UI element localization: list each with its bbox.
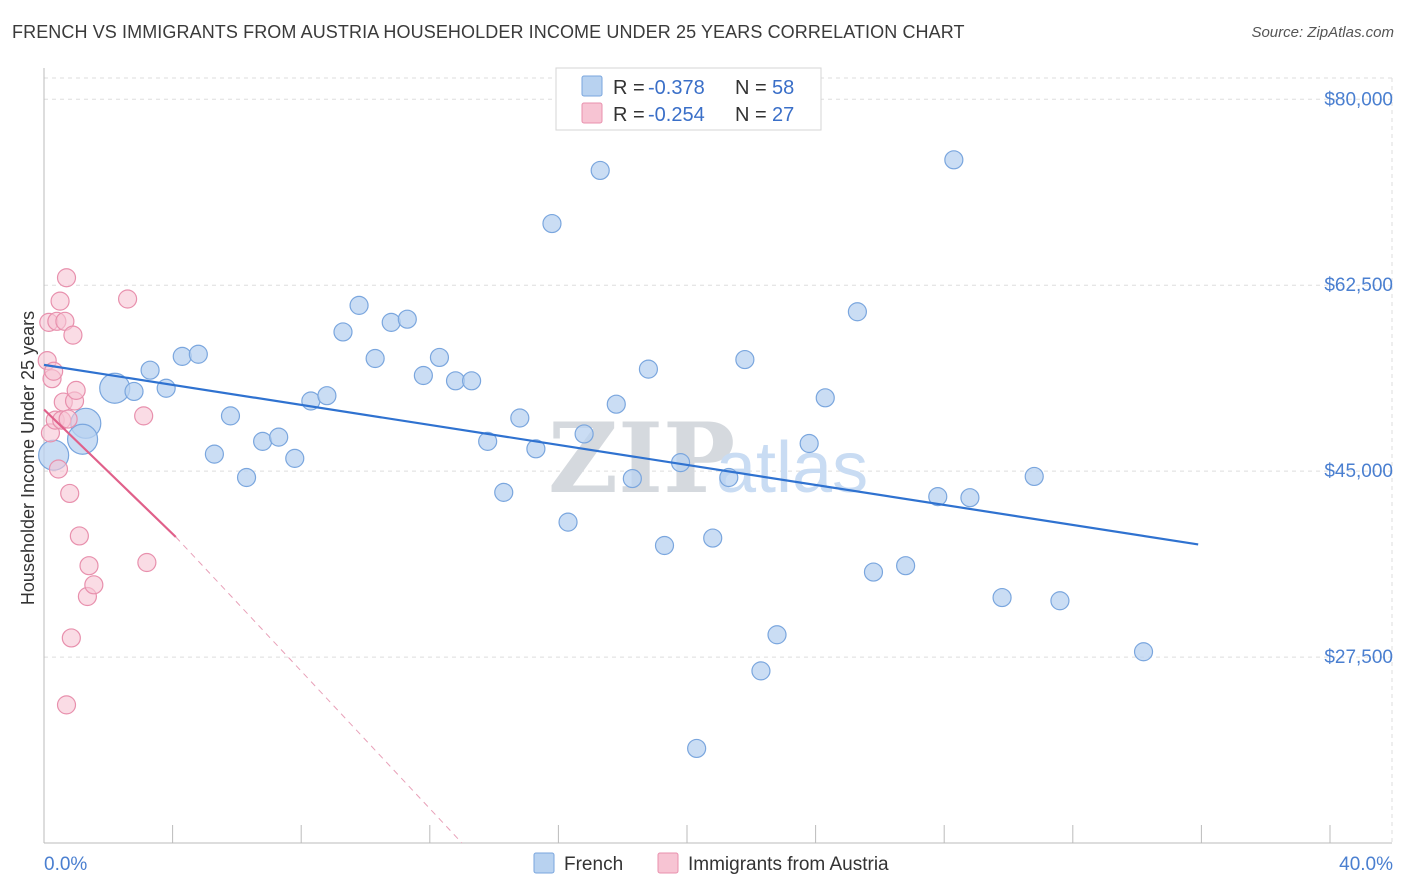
french-point	[365, 348, 385, 369]
french-point	[928, 487, 948, 507]
chart-title: FRENCH VS IMMIGRANTS FROM AUSTRIA HOUSEH…	[12, 22, 965, 42]
french-point	[204, 444, 224, 464]
french-point	[638, 359, 659, 379]
french-point	[381, 312, 401, 332]
bottom-legend: French Immigrants from Austria	[533, 852, 889, 875]
austria-point	[134, 406, 154, 426]
bottom-legend-french: French	[564, 854, 623, 875]
source-label: Source: ZipAtlas.com	[1251, 24, 1394, 41]
y-tick-label: $27,500	[1324, 647, 1393, 668]
austria-trend-line	[43, 408, 177, 538]
legend-austria-n-value: 27	[772, 104, 794, 126]
french-point	[574, 424, 594, 444]
french-point	[285, 448, 305, 468]
austria-point	[79, 556, 99, 576]
austria-trend-extension	[175, 536, 463, 844]
french-point	[767, 625, 787, 645]
austria-point	[60, 483, 80, 504]
french-point	[445, 371, 466, 391]
austria-point	[58, 409, 78, 429]
austria-point	[84, 575, 104, 595]
french-point	[992, 587, 1012, 608]
legend-french-n-label: N =	[735, 77, 767, 99]
y-tick-label: $62,500	[1324, 275, 1393, 296]
y-tick-label: $80,000	[1324, 89, 1393, 110]
french-point	[606, 394, 626, 414]
legend-french-r-value: -0.378	[648, 77, 705, 99]
french-point	[622, 468, 642, 489]
french-trend-line	[43, 363, 1199, 546]
austria-point	[69, 526, 89, 546]
french-point	[397, 309, 417, 329]
legend-austria-r-value: -0.254	[648, 104, 705, 126]
french-point	[269, 427, 289, 447]
legend-austria-n-label: N =	[735, 104, 767, 126]
french-point	[590, 160, 610, 181]
french-point	[896, 556, 916, 576]
axes-layer: $27,500 $45,000 $62,500 $80,000 0.0% 40.0%	[43, 68, 1393, 875]
french-point	[1024, 466, 1044, 487]
french-point	[66, 423, 99, 455]
french-point	[815, 388, 835, 408]
french-point	[751, 661, 771, 681]
top-legend: R = -0.378 N = 58 R = -0.254 N = 27	[555, 67, 822, 131]
legend-swatch-french	[581, 75, 603, 97]
austria-point	[137, 552, 157, 573]
french-point	[494, 482, 514, 502]
french-point	[944, 150, 964, 170]
french-point	[703, 528, 723, 548]
french-point	[1050, 591, 1070, 611]
austria-point	[63, 325, 83, 345]
y-axis-label: Householder Income Under 25 years	[18, 311, 38, 605]
austria-point	[56, 268, 77, 288]
french-point	[558, 512, 578, 532]
french-point	[333, 322, 353, 342]
french-point	[236, 467, 257, 488]
french-point	[654, 535, 675, 556]
austria-point	[50, 291, 70, 311]
bottom-legend-austria: Immigrants from Austria	[688, 854, 889, 875]
legend-french-r-label: R =	[613, 77, 645, 99]
french-point	[220, 406, 241, 426]
y-tick-label: $45,000	[1324, 461, 1393, 482]
french-point	[542, 213, 562, 234]
french-point	[124, 381, 144, 402]
austria-point	[61, 628, 81, 648]
austria-point	[48, 459, 69, 479]
french-point	[478, 431, 498, 451]
french-point	[799, 433, 819, 454]
french-point	[413, 365, 433, 386]
bottom-legend-swatch-french	[533, 852, 555, 874]
french-point	[510, 408, 530, 428]
french-point	[429, 347, 450, 368]
watermark: ZIP atlas	[548, 402, 868, 515]
french-point	[349, 295, 369, 315]
french-point	[188, 344, 208, 364]
french-point	[687, 738, 707, 759]
x-tick-label: 40.0%	[1339, 854, 1393, 875]
french-point	[960, 488, 980, 508]
bottom-legend-swatch-austria	[657, 852, 679, 874]
legend-swatch-austria	[581, 102, 603, 124]
x-tick-label: 0.0%	[44, 854, 87, 875]
french-point	[526, 439, 546, 459]
french-point	[863, 562, 884, 582]
austria-point	[117, 289, 138, 309]
austria-point	[56, 695, 77, 715]
trend-layer	[43, 363, 1199, 844]
french-point	[140, 360, 160, 380]
french-point	[172, 346, 192, 366]
french-point	[461, 371, 482, 391]
french-point	[253, 431, 273, 451]
french-point	[1133, 642, 1154, 662]
french-point	[317, 386, 337, 406]
legend-austria-r-label: R =	[613, 104, 645, 126]
french-point	[847, 302, 867, 322]
austria-point	[66, 380, 86, 400]
watermark-atlas: atlas	[716, 428, 868, 508]
french-point	[735, 349, 755, 370]
legend-french-n-value: 58	[772, 77, 794, 99]
